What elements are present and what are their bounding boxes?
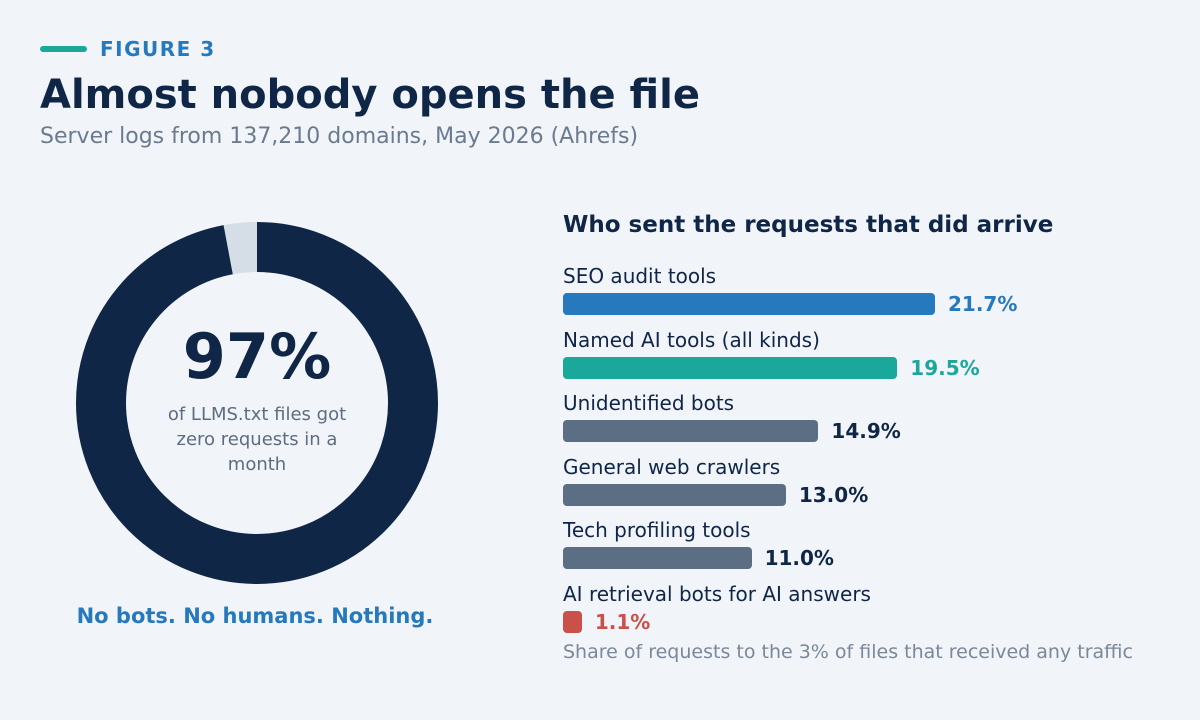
bar-item: Unidentified bots 14.9% [563,389,1193,453]
figure-header: FIGURE 3 Almost nobody opens the file Se… [40,34,1160,152]
bar-value-label: 1.1% [594,609,651,634]
bar-chart-title: Who sent the requests that did arrive [563,212,1054,238]
bar-row: 21.7% [563,290,1193,318]
bar-category-label: AI retrieval bots for AI answers [563,581,871,606]
bar-item: General web crawlers 13.0% [563,453,1193,517]
bar-value-label: 14.9% [831,419,901,444]
donut-caption: of LLMS.txt files got zero requests in a… [167,403,347,475]
bar-chart-footnote: Share of requests to the 3% of files tha… [563,640,1133,663]
bar-category-label: Named AI tools (all kinds) [563,327,820,352]
bar-row: 19.5% [563,354,1193,382]
bar-item: AI retrieval bots for AI answers 1.1% [563,580,1193,644]
bar-list: SEO audit tools 21.7% Named AI tools (all … [563,262,1193,644]
bar-category-label: SEO audit tools [563,264,717,288]
bar-item: Named AI tools (all kinds) 19.5% [563,326,1193,390]
chart-subtitle: Server logs from 137,210 domains, May 20… [40,124,639,149]
bar-mark [563,610,582,633]
bar-category-label: General web crawlers [563,454,781,479]
bar-value-label: 13.0% [798,482,869,507]
bar-mark [563,483,786,506]
figure-label-row: FIGURE 3 [40,34,1160,64]
figure-label: FIGURE 3 [100,37,216,61]
donut-svg [76,222,438,584]
bar-chart-panel: Who sent the requests that did arrive SE… [563,208,1193,666]
bar-mark [563,547,752,570]
bar-mark [563,420,819,443]
bar-row: 11.0% [563,544,1193,572]
bar-value-label: 11.0% [764,546,834,571]
bar-value-label: 19.5% [910,355,980,380]
figure-accent-bar [40,46,87,52]
donut-center: 97% of LLMS.txt files got zero requests … [74,220,440,586]
donut-slice-zero-requests [76,222,438,584]
donut-big-value: 97% [182,319,332,393]
chart-title: Almost nobody opens the file [40,72,700,118]
bar-category-label: Unidentified bots [563,391,735,416]
bar-row: 1.1% [563,608,1193,636]
donut-tagline: No bots. No humans. Nothing. [76,604,434,628]
bar-mark [563,293,935,315]
bar-row: 13.0% [563,481,1193,509]
bar-item: SEO audit tools 21.7% [563,262,1193,326]
donut-chart: 97% of LLMS.txt files got zero requests … [74,220,440,586]
bar-category-label: Tech profiling tools [563,518,751,543]
bar-mark [563,356,898,379]
bar-item: Tech profiling tools 11.0% [563,516,1193,580]
bar-row: 14.9% [563,417,1193,445]
bar-value-label: 21.7% [948,292,1018,316]
